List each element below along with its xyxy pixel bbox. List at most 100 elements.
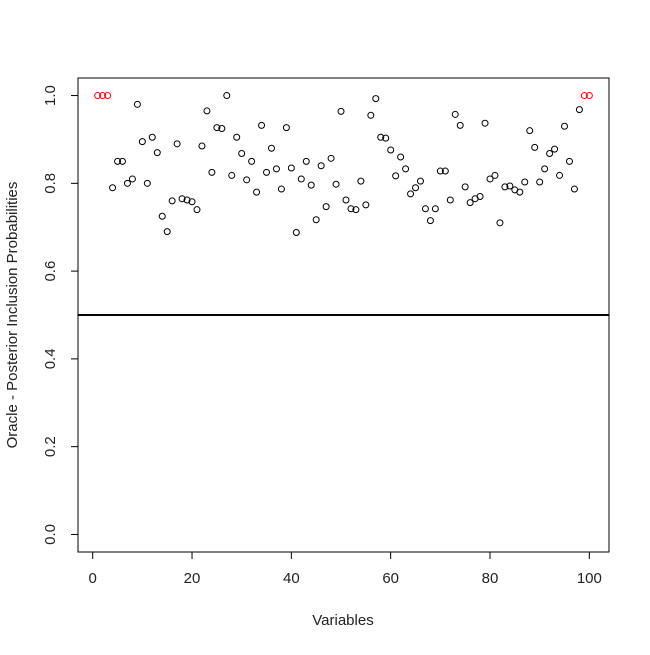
- x-tick-label: 60: [382, 570, 399, 587]
- y-tick-label: 0.6: [42, 261, 59, 282]
- point: [153, 149, 161, 157]
- point: [372, 95, 380, 103]
- point: [287, 164, 295, 172]
- point: [138, 138, 146, 146]
- point: [203, 107, 211, 115]
- point: [501, 183, 509, 191]
- point: [451, 110, 459, 118]
- point: [446, 196, 454, 204]
- point: [421, 205, 429, 213]
- point: [322, 203, 330, 211]
- point: [128, 175, 136, 183]
- point: [456, 121, 464, 129]
- point: [580, 92, 588, 100]
- point: [416, 177, 424, 185]
- point: [546, 149, 554, 157]
- x-tick-label: 80: [482, 570, 499, 587]
- point: [342, 196, 350, 204]
- point: [272, 165, 280, 173]
- x-tick-label: 40: [283, 570, 300, 587]
- point: [367, 111, 375, 119]
- point: [357, 177, 365, 185]
- y-tick-label: 0.2: [42, 436, 59, 457]
- x-tick-label: 100: [577, 570, 602, 587]
- point: [506, 182, 514, 190]
- point: [183, 196, 191, 204]
- point: [158, 212, 166, 220]
- y-tick-label: 1.0: [42, 85, 59, 106]
- point: [133, 100, 141, 108]
- point: [188, 198, 196, 206]
- point: [436, 167, 444, 175]
- point: [277, 185, 285, 193]
- point: [307, 181, 315, 189]
- point: [382, 134, 390, 142]
- x-axis-label: Variables: [312, 612, 373, 629]
- point: [104, 92, 112, 100]
- point: [461, 183, 469, 191]
- point: [178, 195, 186, 203]
- point: [516, 188, 524, 196]
- point: [426, 217, 434, 225]
- point: [99, 92, 107, 100]
- point: [392, 172, 400, 180]
- point: [213, 124, 221, 132]
- point: [466, 199, 474, 207]
- point: [238, 149, 246, 157]
- point: [223, 92, 231, 100]
- point: [565, 157, 573, 165]
- point: [347, 205, 355, 213]
- point: [312, 216, 320, 224]
- point: [536, 178, 544, 186]
- point: [248, 157, 256, 165]
- point: [302, 157, 310, 165]
- point: [332, 180, 340, 188]
- x-tick-label: 20: [184, 570, 201, 587]
- point: [123, 179, 131, 187]
- point: [267, 144, 275, 152]
- point: [570, 185, 578, 193]
- point: [263, 168, 271, 176]
- point: [585, 92, 593, 100]
- point: [531, 143, 539, 151]
- point: [94, 92, 102, 100]
- point: [258, 121, 266, 129]
- point: [208, 168, 216, 176]
- point: [253, 188, 261, 196]
- point: [551, 145, 559, 153]
- point: [412, 184, 420, 192]
- point: [521, 178, 529, 186]
- point: [441, 167, 449, 175]
- point: [243, 176, 251, 184]
- point: [168, 197, 176, 205]
- point: [526, 127, 534, 135]
- point: [114, 157, 122, 165]
- point: [148, 133, 156, 141]
- point: [561, 122, 569, 130]
- point: [297, 175, 305, 183]
- point: [198, 142, 206, 150]
- point: [402, 165, 410, 173]
- point: [407, 190, 415, 198]
- point: [282, 124, 290, 132]
- y-tick-label: 0.4: [42, 348, 59, 369]
- point: [491, 171, 499, 179]
- point: [143, 179, 151, 187]
- y-tick-label: 0.0: [42, 524, 59, 545]
- point: [387, 146, 395, 154]
- point: [163, 228, 171, 236]
- point: [228, 171, 236, 179]
- point: [362, 201, 370, 209]
- point: [541, 165, 549, 173]
- point: [173, 140, 181, 148]
- point: [575, 106, 583, 114]
- point: [556, 171, 564, 179]
- point: [481, 119, 489, 127]
- x-tick-label: 0: [89, 570, 97, 587]
- point: [118, 157, 126, 165]
- point: [292, 228, 300, 236]
- point: [218, 124, 226, 132]
- point: [486, 175, 494, 183]
- point: [193, 206, 201, 214]
